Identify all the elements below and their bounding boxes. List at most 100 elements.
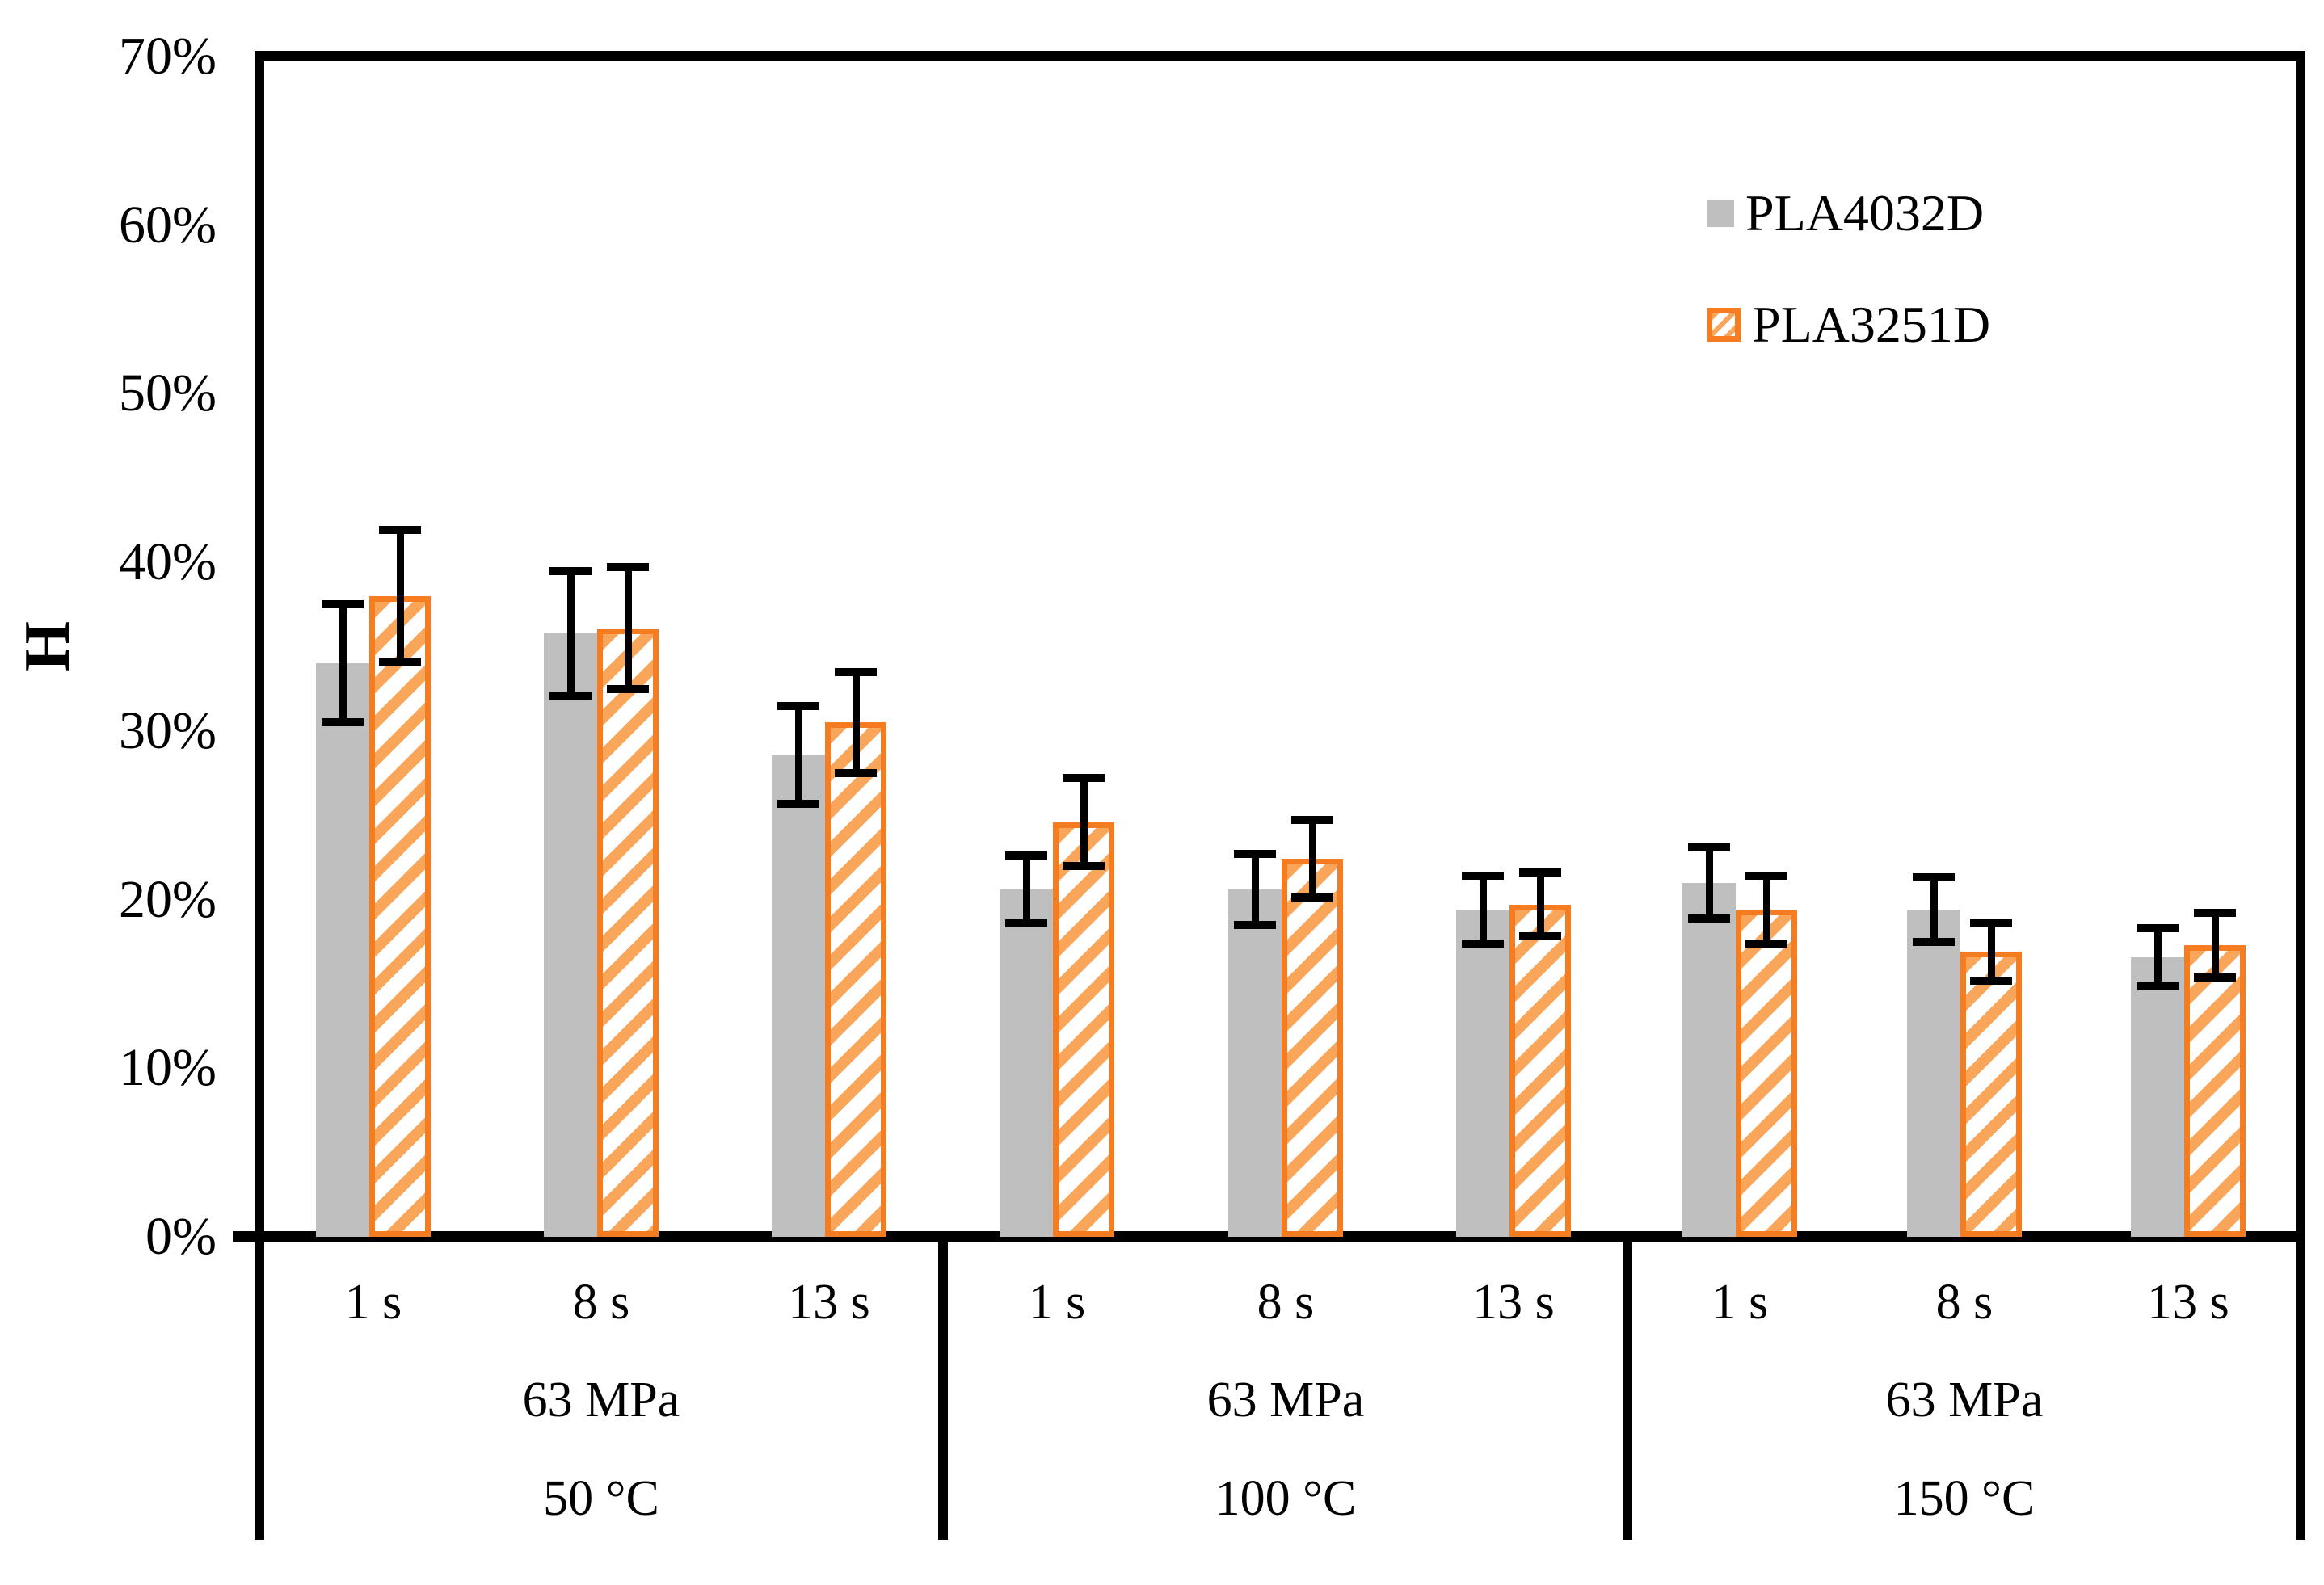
errorbar-pla3251d-cap-bottom (2194, 973, 2236, 982)
errorbar-pla3251d-cap-bottom (1745, 940, 1787, 948)
x-tick-label-time: 8 s (572, 1275, 630, 1330)
errorbar-pla4032d-cap-top (1913, 873, 1955, 881)
errorbar-pla3251d-cap-bottom (1063, 862, 1105, 870)
errorbar-pla4032d-line (339, 604, 347, 722)
x-tick-label-time: 13 s (788, 1275, 870, 1330)
bar-pla3251d (1960, 952, 2022, 1237)
errorbar-pla3251d-line (397, 530, 404, 662)
errorbar-pla4032d-line (2154, 928, 2162, 986)
y-tick-label: 30% (119, 701, 217, 760)
y-tick-label: 0% (145, 1207, 217, 1266)
bar-pla4032d (1682, 883, 1736, 1237)
errorbar-pla4032d-cap-top (1005, 851, 1047, 860)
errorbar-pla4032d-cap-top (549, 567, 592, 575)
errorbar-pla4032d-cap-bottom (2137, 982, 2179, 990)
group-label-pressure: 63 MPa (1885, 1373, 2044, 1427)
errorbar-pla4032d-cap-bottom (777, 800, 819, 808)
errorbar-pla3251d-cap-top (1970, 919, 2012, 927)
errorbar-pla3251d-cap-top (379, 526, 421, 534)
bar-pla3251d (2184, 945, 2246, 1237)
errorbar-pla4032d-line (567, 571, 575, 696)
errorbar-pla4032d-line (1480, 876, 1487, 943)
legend-swatch-solid-icon (1707, 200, 1734, 227)
errorbar-pla3251d-cap-bottom (607, 685, 649, 693)
group-divider (938, 1237, 948, 1540)
errorbar-pla3251d-line (2212, 913, 2219, 977)
x-tick-label-time: 1 s (1711, 1275, 1769, 1330)
x-tick-label-time: 1 s (344, 1275, 402, 1330)
group-label-temperature: 100 °C (1215, 1471, 1357, 1526)
errorbar-pla4032d-cap-top (1688, 843, 1730, 851)
errorbar-pla4032d-cap-bottom (1005, 919, 1047, 927)
errorbar-pla3251d-cap-top (607, 563, 649, 571)
legend-item-pla4032d: PLA4032D (1707, 184, 1990, 242)
bar-pla3251d (369, 596, 431, 1237)
legend-swatch-hatched-icon (1707, 308, 1741, 342)
errorbar-pla4032d-line (1252, 854, 1259, 925)
legend: PLA4032D PLA3251D (1707, 184, 1990, 407)
bar-pla3251d (1053, 822, 1114, 1237)
plot-right-border (2296, 51, 2305, 1540)
errorbar-pla4032d-line (1023, 856, 1030, 923)
x-tick-label-time: 8 s (1935, 1275, 1994, 1330)
errorbar-pla3251d-cap-top (1745, 872, 1787, 880)
errorbar-pla3251d-cap-top (1519, 868, 1561, 877)
x-tick-label-time: 1 s (1028, 1275, 1086, 1330)
group-label-pressure: 63 MPa (1206, 1373, 1365, 1427)
errorbar-pla4032d-cap-bottom (1913, 938, 1955, 946)
y-tick-label: 10% (119, 1038, 217, 1097)
errorbar-pla4032d-line (1930, 877, 1938, 941)
errorbar-pla4032d-cap-top (2137, 924, 2179, 932)
errorbar-pla4032d-cap-bottom (322, 718, 364, 726)
bar-pla4032d (1456, 910, 1509, 1237)
bar-pla4032d (1907, 910, 1960, 1237)
errorbar-pla4032d-line (1706, 847, 1713, 919)
bar-pla3251d (1509, 905, 1571, 1237)
bar-pla4032d (544, 633, 597, 1237)
bar-pla4032d (1228, 889, 1282, 1237)
errorbar-pla3251d-line (1537, 872, 1544, 936)
bar-pla4032d (2131, 957, 2184, 1237)
errorbar-pla3251d-cap-top (1063, 774, 1105, 782)
legend-label-pla4032d: PLA4032D (1745, 184, 1985, 242)
errorbar-pla4032d-cap-bottom (1234, 921, 1276, 929)
errorbar-pla3251d-line (1763, 876, 1770, 943)
x-tick-label-time: 13 s (2147, 1275, 2229, 1330)
bar-pla3251d (1282, 859, 1343, 1237)
group-divider (1623, 1237, 1632, 1540)
errorbar-pla4032d-cap-top (1234, 850, 1276, 858)
errorbar-pla3251d-cap-bottom (1970, 977, 2012, 985)
errorbar-pla3251d-line (1309, 820, 1316, 898)
bar-pla4032d (772, 755, 825, 1237)
group-label-pressure: 63 MPa (522, 1373, 680, 1427)
y-tick-label: 40% (119, 532, 217, 591)
errorbar-pla4032d-cap-top (1462, 872, 1504, 880)
errorbar-pla3251d-cap-bottom (379, 658, 421, 666)
errorbar-pla3251d-cap-top (1291, 816, 1333, 824)
errorbar-pla4032d-cap-top (322, 600, 364, 608)
plot-top-border (255, 51, 2305, 61)
errorbar-pla3251d-cap-top (835, 668, 877, 676)
group-label-temperature: 50 °C (543, 1471, 659, 1526)
bar-pla3251d (597, 629, 659, 1237)
errorbar-pla3251d-line (853, 672, 860, 773)
y-axis-line (255, 51, 264, 1540)
errorbar-pla4032d-cap-top (777, 702, 819, 710)
errorbar-pla3251d-cap-bottom (1291, 893, 1333, 902)
bar-pla3251d (825, 722, 886, 1237)
legend-label-pla3251d: PLA3251D (1752, 296, 1991, 353)
y-tick-label: 60% (119, 195, 217, 254)
y-tick-label: 50% (119, 364, 217, 423)
y-tick-label: 70% (119, 27, 217, 86)
errorbar-pla3251d-cap-bottom (835, 769, 877, 777)
errorbar-pla3251d-line (625, 567, 632, 688)
x-tick-label-time: 13 s (1472, 1275, 1555, 1330)
bar-pla4032d (316, 663, 369, 1237)
bar-pla3251d (1736, 910, 1797, 1237)
errorbar-pla4032d-cap-bottom (549, 692, 592, 700)
errorbar-pla4032d-line (795, 706, 802, 804)
errorbar-pla3251d-cap-bottom (1519, 932, 1561, 940)
errorbar-pla4032d-cap-bottom (1688, 914, 1730, 923)
